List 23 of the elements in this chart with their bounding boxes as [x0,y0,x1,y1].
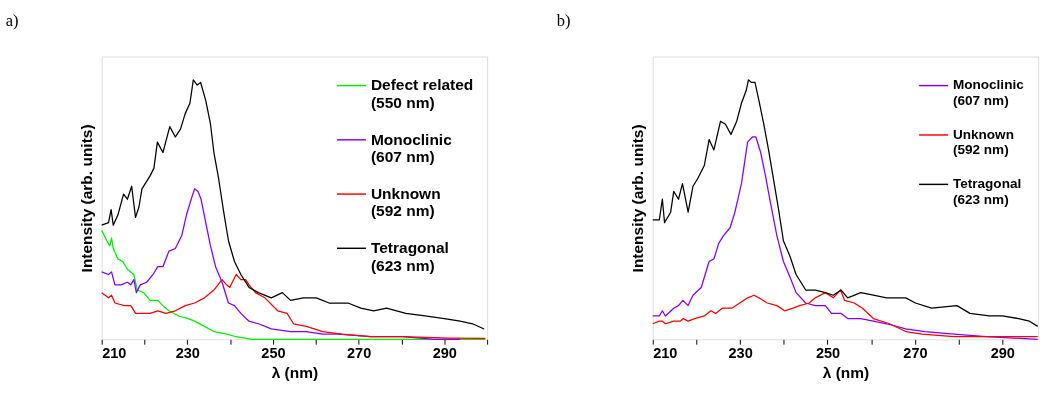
chart-title: a) [5,10,19,30]
x-tick-label: 210 [653,345,678,362]
x-tick-label: 230 [175,345,200,362]
chart-title: b) [556,10,571,30]
x-axis-title: λ (nm) [822,363,870,381]
x-tick-label: 270 [903,345,928,362]
legend-label: Monoclinic (607 nm) [952,77,1025,108]
x-tick-label: 230 [728,345,753,362]
x-axis-title: λ (nm) [271,363,319,381]
x-tick-label: 270 [347,345,372,362]
legend-label: Tetragonal (623 nm) [952,176,1022,207]
y-axis-title: Intensity (arb. units) [628,124,646,273]
y-axis-title: Intensity (arb. units) [77,124,95,273]
legend-label: Defect related (550 nm) [370,76,474,111]
legend-label: Unknown (592 nm) [952,126,1014,158]
x-tick-label: 290 [990,345,1015,362]
legend-label: Monoclinic (607 nm) [370,130,453,166]
x-tick-label: 250 [261,345,286,362]
x-tick-label: 290 [432,345,457,362]
x-tick-label: 250 [815,345,841,362]
legend-label: Tetragonal (623 nm) [370,239,449,274]
x-tick-label: 210 [102,345,127,362]
legend-label: Unknown (592 nm) [370,184,441,220]
